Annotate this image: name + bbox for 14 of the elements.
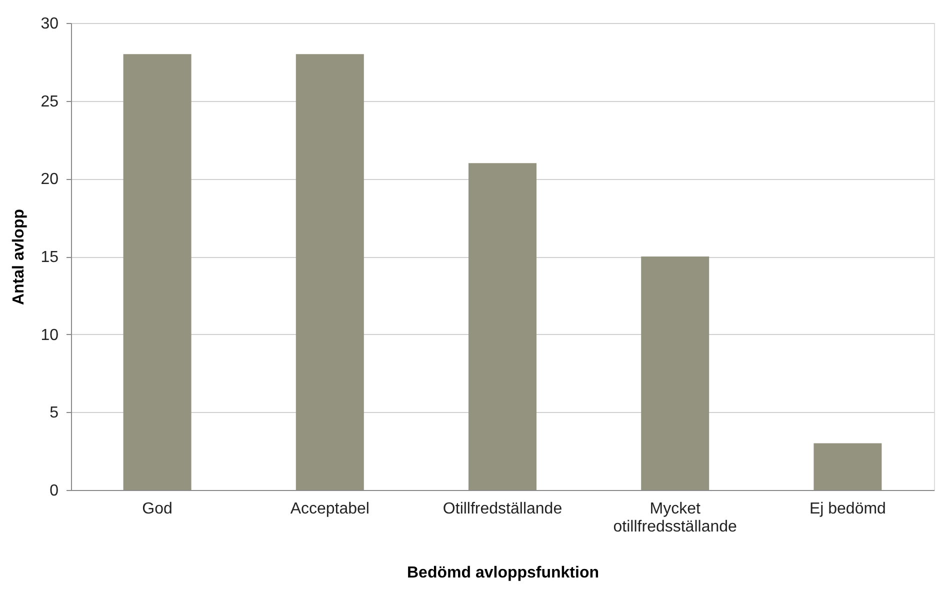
y-tick-label: 0 xyxy=(50,482,59,500)
x-tick-label: Otillfredställande xyxy=(442,500,562,518)
x-tick-label: Ej bedömd xyxy=(809,500,886,518)
x-tick-label: God xyxy=(142,500,172,518)
y-tick-label: 10 xyxy=(40,326,59,344)
x-tick-label: Mycket otillfredsställande xyxy=(613,500,738,536)
y-tick-label: 5 xyxy=(50,404,59,422)
x-tick-label: Acceptabel xyxy=(290,500,370,518)
y-tick-label: 25 xyxy=(40,93,59,110)
y-tick-label: 20 xyxy=(40,171,59,188)
x-axis-title: Bedömd avloppsfunktion xyxy=(407,564,599,582)
y-axis-title: Antal avlopp xyxy=(10,208,28,306)
y-tick-label: 30 xyxy=(40,16,59,32)
y-tick-label: 15 xyxy=(40,249,59,266)
